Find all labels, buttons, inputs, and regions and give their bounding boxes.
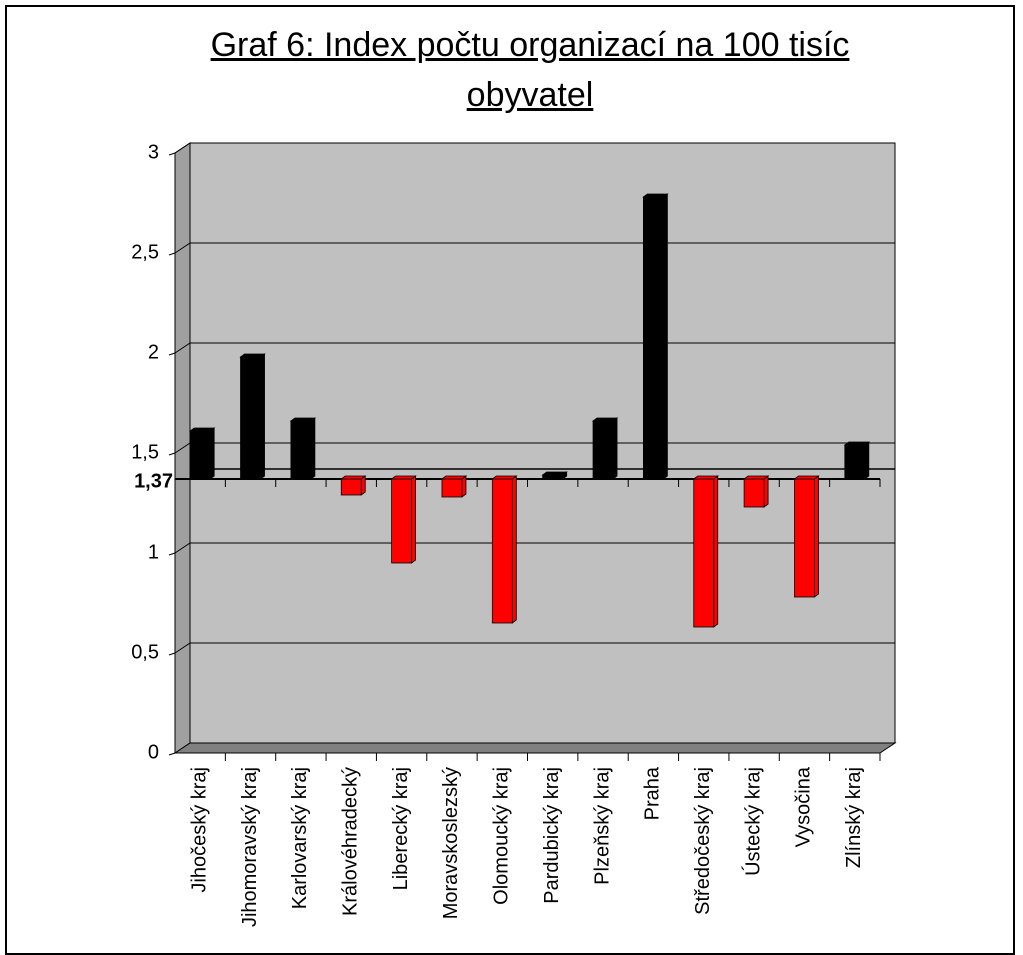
x-tick-label: Karlovarský kraj bbox=[289, 767, 311, 909]
bar-side bbox=[814, 475, 819, 598]
grid-line-side bbox=[174, 542, 191, 554]
baseline-label: 1,37 bbox=[134, 470, 173, 492]
bar-side bbox=[612, 417, 618, 480]
y-tick bbox=[168, 652, 176, 656]
x-tick-label: Jihomoravský kraj bbox=[239, 767, 261, 927]
bar-side bbox=[411, 475, 417, 564]
bar-side bbox=[310, 417, 316, 480]
bar bbox=[592, 420, 614, 480]
bar-top bbox=[340, 475, 367, 480]
x-tick-label: Středočeský kraj bbox=[692, 767, 714, 915]
bar-top bbox=[239, 353, 266, 358]
x-tick-label: Plzeňský kraj bbox=[591, 767, 613, 885]
bar-top bbox=[491, 475, 518, 480]
y-tick-label: 0 bbox=[148, 741, 159, 763]
y-tick bbox=[168, 152, 176, 156]
y-tick bbox=[168, 452, 176, 456]
bar-side bbox=[864, 441, 870, 480]
x-tick-label: Zlínský kraj bbox=[843, 767, 865, 868]
bar bbox=[693, 478, 715, 628]
bar-top bbox=[188, 427, 216, 432]
x-tick-label: Liberecký kraj bbox=[390, 767, 412, 890]
y-tick bbox=[168, 552, 176, 556]
bar-side bbox=[713, 475, 719, 628]
bar-top bbox=[591, 417, 619, 422]
x-tick-label: Pardubický kraj bbox=[541, 767, 563, 904]
bar bbox=[642, 196, 664, 480]
bar-top bbox=[440, 475, 468, 480]
bar-top bbox=[642, 193, 669, 198]
bar-side bbox=[260, 353, 265, 480]
bar bbox=[240, 356, 261, 480]
bar-side bbox=[511, 475, 517, 624]
bar-top bbox=[692, 475, 719, 480]
grid-line-side bbox=[174, 242, 191, 254]
y-tick-label: 1,5 bbox=[131, 441, 159, 463]
grid-line-side bbox=[174, 642, 191, 654]
bar bbox=[491, 478, 513, 624]
y-tick-label: 2 bbox=[148, 341, 159, 363]
y-tick bbox=[168, 752, 176, 756]
bar-top bbox=[742, 475, 770, 480]
x-tick-label: Ústecký kraj bbox=[741, 767, 764, 876]
grid-line-side bbox=[174, 442, 191, 454]
x-tick-label: Jihočeský kraj bbox=[188, 767, 210, 893]
bar-top bbox=[289, 417, 317, 422]
y-tick bbox=[168, 252, 176, 256]
chart-title: Graf 6: Index počtu organizací na 100 ti… bbox=[210, 26, 850, 114]
x-tick-label: Olomoucký kraj bbox=[491, 767, 513, 905]
grid-line-side bbox=[174, 142, 191, 154]
bar bbox=[340, 478, 362, 496]
bar-side bbox=[461, 475, 467, 498]
floor bbox=[173, 742, 897, 754]
x-tick-label: Praha bbox=[642, 766, 664, 820]
y-tick-label: 3 bbox=[148, 141, 159, 163]
x-tick-label: Vysočina bbox=[793, 766, 815, 847]
bar-top bbox=[390, 475, 417, 480]
grid-line-side bbox=[174, 342, 191, 354]
bar-side bbox=[763, 475, 769, 508]
bar bbox=[743, 478, 765, 508]
bar-top bbox=[793, 475, 820, 480]
y-tick-label: 1 bbox=[148, 541, 159, 563]
y-tick-label: 0,5 bbox=[131, 641, 159, 663]
bar-top bbox=[541, 471, 568, 476]
bar bbox=[391, 478, 413, 564]
bar-top bbox=[843, 441, 871, 446]
bar-side bbox=[209, 427, 215, 480]
bar bbox=[794, 478, 815, 598]
y-tick bbox=[168, 352, 176, 356]
x-tick-label: Královéhradecký bbox=[340, 767, 362, 916]
bar bbox=[189, 430, 211, 480]
x-tick-label: Moravskoslezský bbox=[440, 767, 462, 919]
bar bbox=[542, 474, 564, 480]
y-tick-label: 2,5 bbox=[131, 241, 159, 263]
bar-side bbox=[662, 193, 668, 480]
bar bbox=[290, 420, 312, 480]
bar bbox=[844, 444, 866, 480]
bar bbox=[441, 478, 463, 498]
